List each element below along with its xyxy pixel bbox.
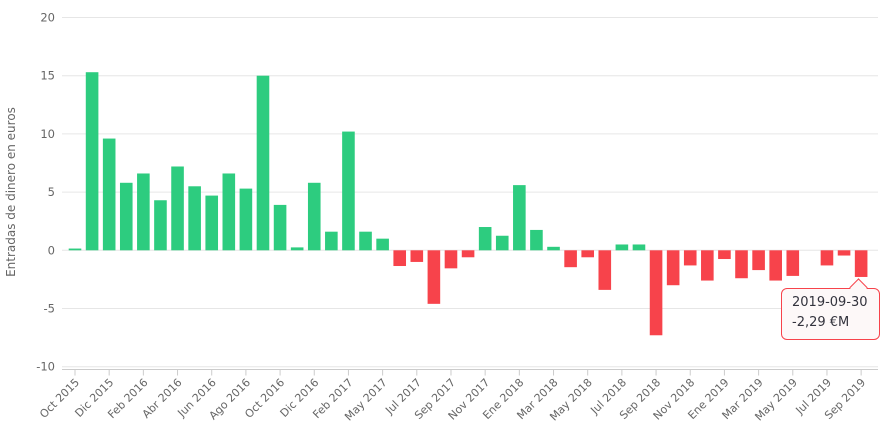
bar-mar-2019[interactable] xyxy=(752,250,765,271)
bar-jul-2018[interactable] xyxy=(615,244,629,251)
bar-sep-2016[interactable] xyxy=(256,75,270,251)
bar-jun-2016[interactable] xyxy=(205,195,219,251)
bar-feb-2019[interactable] xyxy=(735,250,748,279)
y-axis-title: Entradas de dinero en euros xyxy=(4,107,18,277)
y-axis-tick-label: 15 xyxy=(40,69,55,83)
bar-oct-2016[interactable] xyxy=(273,204,287,251)
bar-nov-2018[interactable] xyxy=(683,250,697,266)
y-axis-tick-label: 20 xyxy=(40,11,55,25)
bar-mar-2016[interactable] xyxy=(154,200,167,251)
tooltip-date: 2019-09-30 xyxy=(792,295,868,310)
tooltip: 2019-09-30 -2,29 €M xyxy=(781,278,880,340)
bar-mar-2018[interactable] xyxy=(547,246,560,251)
bar-dic-2018[interactable] xyxy=(701,250,714,281)
bar-jun-2018[interactable] xyxy=(598,250,612,290)
bar-oct-2017[interactable] xyxy=(461,250,475,258)
bar-dic-2017[interactable] xyxy=(495,235,509,251)
bar-sep-2017[interactable] xyxy=(444,250,458,269)
bar-dic-2015[interactable] xyxy=(102,138,116,251)
y-axis-labels: 20 15 10 5 0 -5 -10 xyxy=(36,11,55,374)
gridlines xyxy=(62,17,878,368)
bar-ene-2017[interactable] xyxy=(325,231,338,251)
bar-series xyxy=(68,72,868,336)
bar-ene-2019[interactable] xyxy=(718,250,731,260)
tooltip-value: -2,29 €M xyxy=(792,315,850,330)
y-axis-tick-label: -10 xyxy=(36,360,55,374)
bar-abr-2018[interactable] xyxy=(564,250,577,268)
bar-oct-2015[interactable] xyxy=(68,248,82,251)
bar-feb-2018[interactable] xyxy=(530,229,543,251)
bar-sep-2018[interactable] xyxy=(649,250,663,336)
bar-ago-2017[interactable] xyxy=(427,250,441,304)
bar-may-2018[interactable] xyxy=(581,250,594,258)
bar-mar-2017[interactable] xyxy=(359,231,372,251)
bar-jun-2017[interactable] xyxy=(393,250,407,267)
bar-nov-2017[interactable] xyxy=(478,227,492,251)
bar-feb-2017[interactable] xyxy=(342,131,355,251)
bar-jul-2017[interactable] xyxy=(410,250,424,262)
bar-may-2016[interactable] xyxy=(188,186,201,251)
bar-ago-2016[interactable] xyxy=(239,188,253,251)
y-axis-tick-label: -5 xyxy=(44,302,55,316)
bar-may-2017[interactable] xyxy=(376,238,389,251)
y-axis-tick-label: 10 xyxy=(40,127,55,141)
bar-sep-2019[interactable] xyxy=(854,250,868,277)
bar-jul-2016[interactable] xyxy=(222,173,236,251)
bar-ene-2016[interactable] xyxy=(119,182,133,251)
y-axis-tick-label: 5 xyxy=(48,185,55,199)
bar-nov-2015[interactable] xyxy=(85,72,99,251)
bar-ene-2018[interactable] xyxy=(513,185,526,251)
bar-abr-2019[interactable] xyxy=(769,250,782,281)
bar-ago-2018[interactable] xyxy=(632,244,646,251)
bar-oct-2018[interactable] xyxy=(666,250,680,286)
bar-feb-2016[interactable] xyxy=(137,173,150,251)
bar-jul-2019[interactable] xyxy=(820,250,834,266)
bar-abr-2016[interactable] xyxy=(171,166,184,251)
bar-nov-2016[interactable] xyxy=(290,247,304,251)
bar-ago-2019[interactable] xyxy=(837,250,851,256)
y-axis-tick-label: 0 xyxy=(48,243,55,257)
bar-may-2019[interactable] xyxy=(786,250,800,276)
bar-dic-2016[interactable] xyxy=(307,182,321,251)
